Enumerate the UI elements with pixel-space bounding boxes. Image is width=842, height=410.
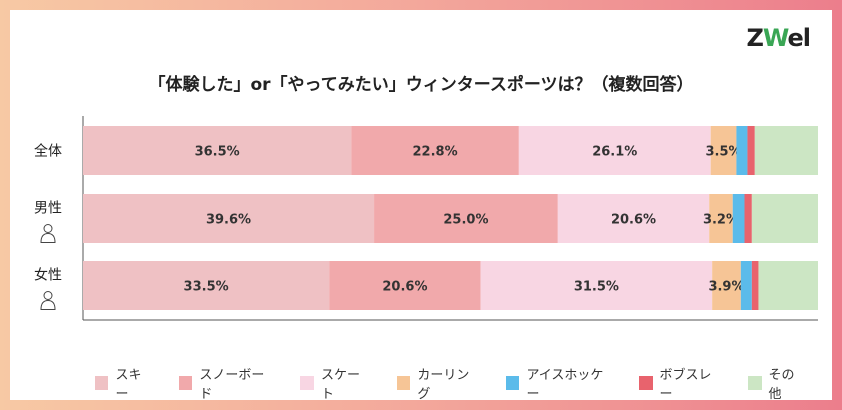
bar-segment	[351, 126, 519, 175]
legend-item: スケート	[300, 364, 370, 402]
bar-segment	[83, 261, 330, 310]
bar-segment	[758, 261, 818, 310]
bar-segment	[751, 194, 818, 243]
legend-item: スノーボード	[178, 364, 275, 402]
bar-segment	[740, 261, 752, 310]
legend-swatch	[396, 376, 411, 390]
legend-item: アイスホッケー	[505, 364, 613, 402]
data-label: 20.6%	[382, 280, 427, 295]
data-label: 3.5%	[706, 145, 742, 160]
bar-segment	[744, 194, 752, 243]
zwei-logo: ZWel	[746, 24, 811, 52]
category-label: 全体	[34, 143, 62, 160]
bar-segment	[374, 194, 558, 243]
legend-item: ボブスレー	[639, 364, 722, 402]
stacked-bar-chart: 36.5% 22.8% 26.1% 3.5% 全体 39.6% 25.0% 20.6% 3.2%…	[34, 116, 818, 321]
legend-label: カーリング	[417, 368, 470, 402]
legend-label: その他	[768, 368, 795, 402]
bar-segment	[557, 194, 710, 243]
legend-swatch	[178, 376, 193, 390]
bar-segment	[83, 126, 352, 175]
bar-segment	[747, 126, 755, 175]
logo-el: el	[787, 24, 810, 52]
bar-segment	[480, 261, 713, 310]
legend-label: アイスホッケー	[526, 368, 604, 402]
data-label: 26.1%	[592, 145, 637, 160]
bar-segment	[518, 126, 711, 175]
legend-item: カーリング	[396, 364, 480, 402]
woman-icon	[40, 291, 56, 310]
legend-swatch	[748, 376, 762, 390]
bar-segment	[751, 261, 759, 310]
data-label: 22.8%	[413, 145, 458, 160]
data-label: 20.6%	[611, 213, 656, 228]
man-icon	[40, 224, 56, 243]
data-label: 3.9%	[708, 280, 744, 295]
legend-label: ボブスレー	[659, 368, 712, 402]
legend-label: スキー	[115, 368, 142, 402]
chart-title: 「体験した」or「やってみたい」ウィンタースポーツは？（複数回答）	[148, 75, 694, 95]
category-label: 女性	[34, 267, 62, 284]
legend-item: その他	[748, 364, 806, 402]
data-label: 36.5%	[195, 145, 240, 160]
logo-z: Z	[746, 24, 763, 52]
data-label: 3.2%	[703, 213, 739, 228]
data-label: 31.5%	[574, 280, 619, 295]
bar-segment	[710, 126, 737, 175]
bar-segment	[754, 126, 818, 175]
category-label: 男性	[34, 201, 62, 217]
legend-swatch	[505, 376, 520, 390]
bar-segment	[709, 194, 733, 243]
chart-legend: スキー スノーボード スケート カーリング アイスホッケー ボブスレー その他	[95, 364, 832, 402]
data-label: 33.5%	[184, 280, 229, 295]
legend-swatch	[639, 376, 653, 390]
chart-card: ZWel 「体験した」or「やってみたい」ウィンタースポーツは？（複数回答） 3…	[10, 10, 832, 402]
legend-item: スキー	[95, 364, 153, 402]
bar-segment	[329, 261, 481, 310]
legend-swatch	[300, 376, 314, 390]
legend-swatch	[95, 376, 109, 390]
legend-label: スケート	[320, 368, 360, 402]
bar-segment	[712, 261, 741, 310]
logo-w: W	[762, 24, 789, 52]
data-label: 25.0%	[443, 213, 488, 228]
legend-label: スノーボード	[199, 368, 265, 402]
data-label: 39.6%	[206, 213, 251, 228]
bar-segment	[732, 194, 745, 243]
bar-segment	[736, 126, 748, 175]
bar-segment	[83, 194, 375, 243]
